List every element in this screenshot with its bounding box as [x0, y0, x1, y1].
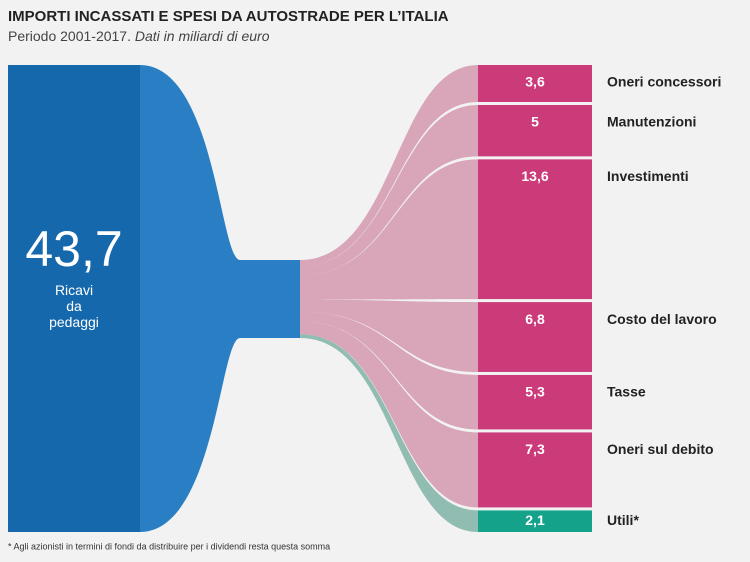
source-value: 43,7 [25, 221, 123, 277]
value-label: 5 [531, 114, 539, 130]
value-label: 2,1 [525, 512, 545, 528]
subtitle-italic: Dati in miliardi di euro [135, 28, 270, 44]
chart-title: IMPORTI INCASSATI E SPESI DA AUTOSTRADE … [8, 8, 449, 25]
flow [300, 334, 478, 532]
category-label: Costo del lavoro [607, 311, 717, 327]
subtitle-text: Periodo 2001-2017. [8, 28, 131, 44]
value-label: 13,6 [521, 168, 548, 184]
value-label: 6,8 [525, 311, 545, 327]
category-label: Oneri concessori [607, 74, 721, 90]
bar [478, 510, 592, 532]
source-block [8, 65, 140, 532]
flow [300, 311, 478, 430]
bar [478, 104, 592, 157]
source-label: Ricavi da pedaggi [49, 282, 99, 330]
source-neck [140, 65, 300, 532]
flow [300, 65, 478, 267]
bar [478, 65, 592, 102]
flow [300, 321, 478, 508]
category-label: Tasse [607, 384, 646, 400]
subtitle: Periodo 2001-2017. Dati in miliardi di e… [8, 28, 270, 44]
bar [478, 159, 592, 300]
flows [300, 65, 478, 532]
bar [478, 374, 592, 430]
footnote: * Agli azionisti in termini di fondi da … [8, 541, 330, 551]
bar [478, 302, 592, 372]
flow [300, 159, 478, 300]
category-label: Oneri sul debito [607, 441, 714, 457]
value-label: 7,3 [525, 441, 545, 457]
category-label: Investimenti [607, 168, 689, 184]
category-label: Manutenzioni [607, 114, 696, 130]
value-label: 5,3 [525, 384, 545, 400]
flow [300, 104, 478, 276]
value-label: 3,6 [525, 74, 545, 90]
bar [478, 432, 592, 508]
category-label: Utili* [607, 512, 639, 528]
flow [300, 299, 478, 372]
